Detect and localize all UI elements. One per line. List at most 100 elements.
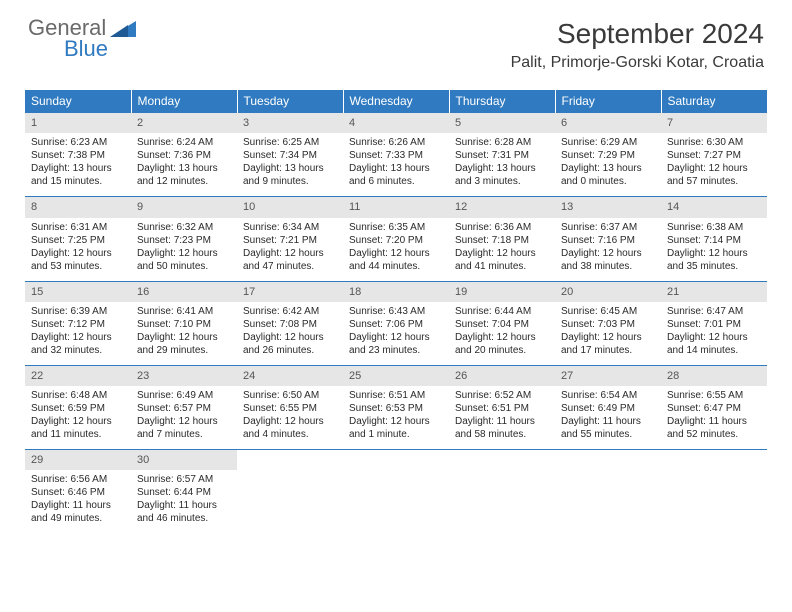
day-number: 15 bbox=[25, 282, 131, 302]
day-sunset: Sunset: 7:25 PM bbox=[31, 234, 125, 247]
calendar-day-cell: 7Sunrise: 6:30 AMSunset: 7:27 PMDaylight… bbox=[661, 113, 767, 197]
calendar-week-row: 29Sunrise: 6:56 AMSunset: 6:46 PMDayligh… bbox=[25, 450, 767, 534]
day-sunrise: Sunrise: 6:44 AM bbox=[455, 305, 549, 318]
day-daylight2: and 41 minutes. bbox=[455, 260, 549, 273]
day-sunset: Sunset: 7:16 PM bbox=[561, 234, 655, 247]
day-sunrise: Sunrise: 6:34 AM bbox=[243, 221, 337, 234]
day-details: Sunrise: 6:36 AMSunset: 7:18 PMDaylight:… bbox=[449, 218, 555, 281]
day-number: 8 bbox=[25, 197, 131, 217]
calendar-day-cell: 12Sunrise: 6:36 AMSunset: 7:18 PMDayligh… bbox=[449, 197, 555, 281]
calendar-day-cell: 28Sunrise: 6:55 AMSunset: 6:47 PMDayligh… bbox=[661, 365, 767, 449]
day-number: 28 bbox=[661, 366, 767, 386]
day-sunrise: Sunrise: 6:36 AM bbox=[455, 221, 549, 234]
day-sunset: Sunset: 7:31 PM bbox=[455, 149, 549, 162]
day-details: Sunrise: 6:55 AMSunset: 6:47 PMDaylight:… bbox=[661, 386, 767, 449]
day-details: Sunrise: 6:56 AMSunset: 6:46 PMDaylight:… bbox=[25, 470, 131, 533]
day-sunrise: Sunrise: 6:37 AM bbox=[561, 221, 655, 234]
day-number: 17 bbox=[237, 282, 343, 302]
day-details: Sunrise: 6:45 AMSunset: 7:03 PMDaylight:… bbox=[555, 302, 661, 365]
day-details: Sunrise: 6:50 AMSunset: 6:55 PMDaylight:… bbox=[237, 386, 343, 449]
day-sunrise: Sunrise: 6:24 AM bbox=[137, 136, 231, 149]
day-daylight1: Daylight: 12 hours bbox=[137, 247, 231, 260]
day-number: 19 bbox=[449, 282, 555, 302]
day-details: Sunrise: 6:52 AMSunset: 6:51 PMDaylight:… bbox=[449, 386, 555, 449]
calendar-day-cell: 17Sunrise: 6:42 AMSunset: 7:08 PMDayligh… bbox=[237, 281, 343, 365]
weekday-header: Wednesday bbox=[343, 90, 449, 113]
day-details: Sunrise: 6:30 AMSunset: 7:27 PMDaylight:… bbox=[661, 133, 767, 196]
calendar-day-cell: 15Sunrise: 6:39 AMSunset: 7:12 PMDayligh… bbox=[25, 281, 131, 365]
calendar-day-cell: 21Sunrise: 6:47 AMSunset: 7:01 PMDayligh… bbox=[661, 281, 767, 365]
day-number: 21 bbox=[661, 282, 767, 302]
day-number: 18 bbox=[343, 282, 449, 302]
day-details: Sunrise: 6:29 AMSunset: 7:29 PMDaylight:… bbox=[555, 133, 661, 196]
day-sunset: Sunset: 7:08 PM bbox=[243, 318, 337, 331]
day-daylight1: Daylight: 11 hours bbox=[455, 415, 549, 428]
day-sunrise: Sunrise: 6:29 AM bbox=[561, 136, 655, 149]
day-daylight1: Daylight: 12 hours bbox=[243, 247, 337, 260]
title-block: September 2024 Palit, Primorje-Gorski Ko… bbox=[511, 18, 764, 72]
calendar-day-cell: 30Sunrise: 6:57 AMSunset: 6:44 PMDayligh… bbox=[131, 450, 237, 534]
day-daylight2: and 29 minutes. bbox=[137, 344, 231, 357]
calendar-day-cell: ..... bbox=[555, 450, 661, 534]
day-daylight1: Daylight: 13 hours bbox=[243, 162, 337, 175]
day-sunrise: Sunrise: 6:28 AM bbox=[455, 136, 549, 149]
day-sunset: Sunset: 7:20 PM bbox=[349, 234, 443, 247]
day-daylight1: Daylight: 13 hours bbox=[31, 162, 125, 175]
day-daylight1: Daylight: 12 hours bbox=[31, 331, 125, 344]
day-daylight1: Daylight: 12 hours bbox=[561, 247, 655, 260]
day-daylight2: and 55 minutes. bbox=[561, 428, 655, 441]
weekday-header: Thursday bbox=[449, 90, 555, 113]
day-number: 6 bbox=[555, 113, 661, 133]
day-sunset: Sunset: 7:27 PM bbox=[667, 149, 761, 162]
day-sunset: Sunset: 6:55 PM bbox=[243, 402, 337, 415]
day-sunset: Sunset: 6:49 PM bbox=[561, 402, 655, 415]
day-daylight1: Daylight: 12 hours bbox=[243, 415, 337, 428]
day-daylight1: Daylight: 12 hours bbox=[455, 247, 549, 260]
day-sunset: Sunset: 6:44 PM bbox=[137, 486, 231, 499]
day-details: Sunrise: 6:26 AMSunset: 7:33 PMDaylight:… bbox=[343, 133, 449, 196]
day-details: Sunrise: 6:57 AMSunset: 6:44 PMDaylight:… bbox=[131, 470, 237, 533]
day-daylight1: Daylight: 13 hours bbox=[137, 162, 231, 175]
day-daylight2: and 57 minutes. bbox=[667, 175, 761, 188]
calendar-day-cell: 29Sunrise: 6:56 AMSunset: 6:46 PMDayligh… bbox=[25, 450, 131, 534]
day-number: 27 bbox=[555, 366, 661, 386]
calendar-day-cell: 26Sunrise: 6:52 AMSunset: 6:51 PMDayligh… bbox=[449, 365, 555, 449]
calendar-day-cell: 10Sunrise: 6:34 AMSunset: 7:21 PMDayligh… bbox=[237, 197, 343, 281]
day-details: Sunrise: 6:24 AMSunset: 7:36 PMDaylight:… bbox=[131, 133, 237, 196]
day-sunset: Sunset: 7:23 PM bbox=[137, 234, 231, 247]
day-daylight2: and 15 minutes. bbox=[31, 175, 125, 188]
day-daylight1: Daylight: 12 hours bbox=[667, 331, 761, 344]
header: General Blue September 2024 Palit, Primo… bbox=[0, 0, 792, 78]
day-daylight1: Daylight: 12 hours bbox=[243, 331, 337, 344]
logo: General Blue bbox=[28, 18, 136, 60]
day-sunset: Sunset: 7:01 PM bbox=[667, 318, 761, 331]
day-sunset: Sunset: 6:47 PM bbox=[667, 402, 761, 415]
day-sunset: Sunset: 7:14 PM bbox=[667, 234, 761, 247]
weekday-header: Sunday bbox=[25, 90, 131, 113]
weekday-header-row: Sunday Monday Tuesday Wednesday Thursday… bbox=[25, 90, 767, 113]
day-number: 26 bbox=[449, 366, 555, 386]
day-sunset: Sunset: 6:46 PM bbox=[31, 486, 125, 499]
day-number: 29 bbox=[25, 450, 131, 470]
day-daylight1: Daylight: 11 hours bbox=[667, 415, 761, 428]
day-number: 12 bbox=[449, 197, 555, 217]
day-daylight1: Daylight: 12 hours bbox=[31, 247, 125, 260]
day-daylight2: and 38 minutes. bbox=[561, 260, 655, 273]
calendar-day-cell: 6Sunrise: 6:29 AMSunset: 7:29 PMDaylight… bbox=[555, 113, 661, 197]
day-number: 25 bbox=[343, 366, 449, 386]
day-details: Sunrise: 6:25 AMSunset: 7:34 PMDaylight:… bbox=[237, 133, 343, 196]
calendar-week-row: 22Sunrise: 6:48 AMSunset: 6:59 PMDayligh… bbox=[25, 365, 767, 449]
day-details: Sunrise: 6:41 AMSunset: 7:10 PMDaylight:… bbox=[131, 302, 237, 365]
day-daylight2: and 12 minutes. bbox=[137, 175, 231, 188]
day-sunrise: Sunrise: 6:26 AM bbox=[349, 136, 443, 149]
day-daylight1: Daylight: 13 hours bbox=[561, 162, 655, 175]
day-sunset: Sunset: 7:21 PM bbox=[243, 234, 337, 247]
day-daylight1: Daylight: 12 hours bbox=[137, 331, 231, 344]
day-number: 24 bbox=[237, 366, 343, 386]
day-sunrise: Sunrise: 6:25 AM bbox=[243, 136, 337, 149]
day-sunrise: Sunrise: 6:49 AM bbox=[137, 389, 231, 402]
day-details: Sunrise: 6:31 AMSunset: 7:25 PMDaylight:… bbox=[25, 218, 131, 281]
day-sunrise: Sunrise: 6:45 AM bbox=[561, 305, 655, 318]
day-details: Sunrise: 6:48 AMSunset: 6:59 PMDaylight:… bbox=[25, 386, 131, 449]
calendar-day-cell: ..... bbox=[343, 450, 449, 534]
